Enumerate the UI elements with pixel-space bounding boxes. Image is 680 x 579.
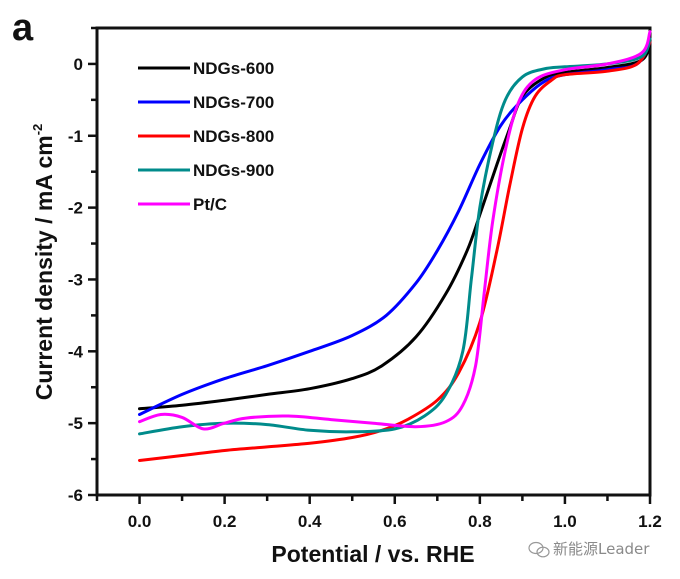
watermark: 新能源Leader	[528, 540, 650, 558]
legend-item-ndgs-600: NDGs-600	[138, 59, 274, 78]
legend-item-pt-c: Pt/C	[138, 195, 227, 214]
x-tick-label: 0.0	[128, 512, 152, 531]
panel-label: a	[12, 7, 34, 49]
x-axis: 0.0 0.2 0.4 0.6 0.8 1.0 1.2	[95, 495, 662, 531]
series-layer	[138, 30, 652, 462]
series-line-ndgs-900	[138, 37, 652, 436]
legend-label: NDGs-800	[193, 127, 274, 146]
y-axis-title-text: Current density / mA cm	[31, 135, 57, 400]
y-tick-label: 0	[74, 55, 83, 74]
x-tick-label: 0.8	[468, 512, 492, 531]
x-tick-label: 1.2	[638, 512, 662, 531]
legend-label: NDGs-900	[193, 161, 274, 180]
legend-item-ndgs-700: NDGs-700	[138, 93, 274, 112]
x-tick-label: 0.2	[213, 512, 237, 531]
y-tick-label: -5	[68, 414, 83, 433]
x-tick-label: 0.6	[383, 512, 407, 531]
plot-frame	[95, 26, 652, 497]
series-line-pt-c	[138, 30, 652, 431]
legend-item-ndgs-900: NDGs-900	[138, 161, 274, 180]
legend-label: NDGs-700	[193, 93, 274, 112]
legend-label: NDGs-600	[193, 59, 274, 78]
x-tick-label: 0.4	[298, 512, 322, 531]
y-axis-title-superscript: -2	[30, 124, 45, 136]
y-tick-label: -4	[68, 342, 84, 361]
y-axis: 0 -1 -2 -3 -4 -5 -6	[68, 26, 97, 505]
y-axis-title: Current density / mA cm-2	[30, 124, 57, 401]
wechat-icon	[528, 541, 550, 558]
legend: NDGs-600 NDGs-700 NDGs-800 NDGs-900 Pt/C	[138, 59, 274, 214]
series-line-ndgs-800	[138, 40, 652, 462]
watermark-text: 新能源Leader	[553, 540, 650, 558]
legend-label: Pt/C	[193, 195, 227, 214]
y-tick-label: -6	[68, 486, 83, 505]
legend-item-ndgs-800: NDGs-800	[138, 127, 274, 146]
y-tick-label: -3	[68, 270, 83, 289]
x-axis-title: Potential / vs. RHE	[271, 541, 474, 567]
plot-border	[95, 26, 652, 497]
y-tick-label: -1	[68, 127, 83, 146]
series-line-ndgs-600	[138, 40, 652, 411]
y-tick-label: -2	[68, 199, 83, 218]
x-tick-label: 1.0	[553, 512, 577, 531]
